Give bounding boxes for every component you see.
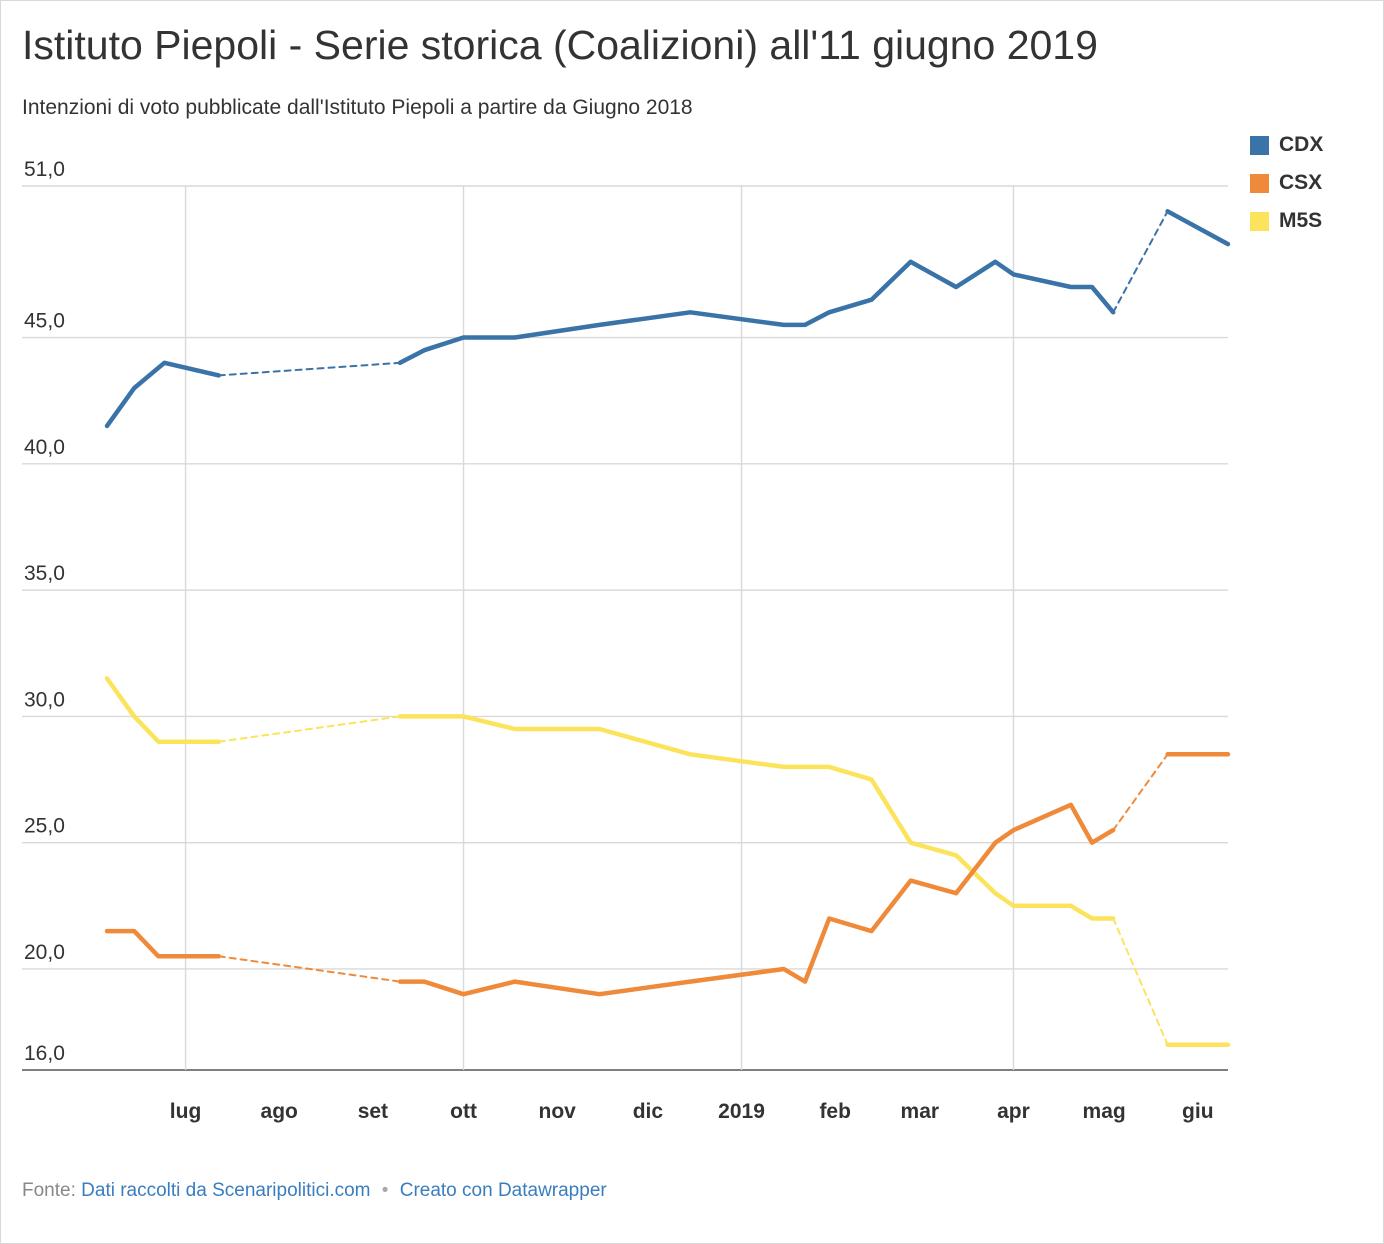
x-tick-label: set: [358, 1100, 388, 1123]
datawrapper-link[interactable]: Creato con Datawrapper: [399, 1180, 607, 1201]
legend-label-csx: CSX: [1279, 171, 1323, 194]
x-tick-label: ago: [261, 1100, 298, 1123]
x-tick-label: 2019: [718, 1100, 765, 1123]
legend-label-cdx: CDX: [1279, 133, 1324, 156]
legend-item-cdx: CDX: [1250, 126, 1323, 164]
series-csx: [104, 752, 1231, 997]
line-m5s-solid: [397, 714, 1116, 921]
line-csx-dashed: [217, 955, 402, 983]
legend-item-m5s: M5S: [1250, 202, 1323, 240]
x-tick-label: ott: [450, 1100, 477, 1123]
y-tick-label: 16,0: [24, 1042, 65, 1065]
axis-labels: 51,0 45,0 40,0 35,0 30,0 25,0 20,0 16,0 lug ago se…: [24, 158, 1214, 1123]
line-cdx-dashed: [1112, 210, 1169, 314]
chart-title: Istituto Piepoli - Serie storica (Coaliz…: [22, 22, 1098, 68]
line-m5s-dashed: [1112, 917, 1169, 1046]
line-cdx-solid: [104, 360, 222, 429]
series-layer: [104, 209, 1231, 1047]
y-tick-label: 35,0: [24, 562, 65, 585]
x-tick-label: apr: [997, 1100, 1030, 1123]
source-label: Fonte:: [22, 1180, 76, 1201]
y-tick-label: 51,0: [24, 158, 65, 181]
line-cdx-solid: [397, 259, 1116, 366]
y-tick-label: 20,0: [24, 941, 65, 964]
footer-separator: •: [381, 1180, 389, 1201]
legend: CDX CSX M5S: [1250, 126, 1323, 240]
legend-swatch-m5s: [1250, 211, 1269, 231]
line-csx-dashed: [1112, 753, 1169, 832]
legend-item-csx: CSX: [1250, 164, 1323, 202]
x-tick-label: lug: [170, 1100, 202, 1123]
series-m5s: [104, 676, 1231, 1047]
line-chart: 51,0 45,0 40,0 35,0 30,0 25,0 20,0 16,0 lug ago se…: [22, 158, 1231, 1123]
legend-swatch-cdx: [1250, 135, 1269, 155]
line-m5s-solid: [104, 676, 222, 744]
y-tick-label: 45,0: [24, 310, 65, 333]
chart-subtitle: Intenzioni di voto pubblicate dall'Istit…: [22, 96, 693, 119]
line-m5s-dashed: [217, 715, 402, 743]
legend-label-m5s: M5S: [1279, 209, 1323, 232]
legend-swatch-csx: [1250, 173, 1269, 193]
line-csx-solid: [104, 928, 222, 959]
y-tick-label: 40,0: [24, 436, 65, 459]
x-tick-label: dic: [633, 1100, 664, 1123]
x-tick-label: giu: [1182, 1100, 1214, 1123]
series-cdx: [104, 209, 1231, 429]
footer: Fonte: Dati raccolti da Scenaripolitici.…: [22, 1180, 607, 1202]
line-cdx-solid: [1165, 209, 1231, 247]
y-tick-label: 30,0: [24, 688, 65, 711]
x-tick-label: nov: [539, 1100, 577, 1123]
line-cdx-dashed: [217, 361, 402, 377]
x-tick-label: mag: [1083, 1100, 1126, 1123]
x-tick-label: feb: [819, 1100, 851, 1123]
y-tick-label: 25,0: [24, 815, 65, 838]
source-link[interactable]: Dati raccolti da Scenaripolitici.com: [81, 1180, 371, 1201]
x-tick-label: mar: [901, 1100, 940, 1123]
line-csx-solid: [397, 802, 1116, 997]
grid-layer: [22, 185, 1228, 1071]
